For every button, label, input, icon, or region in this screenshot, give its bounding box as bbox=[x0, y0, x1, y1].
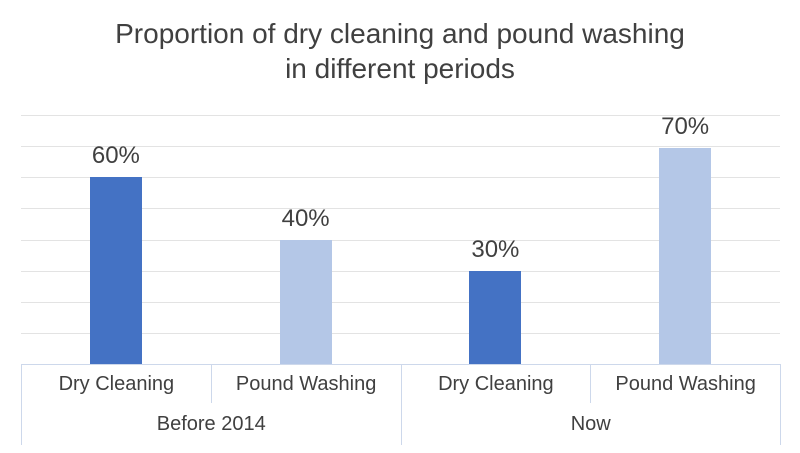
bar-dry-cleaning bbox=[89, 177, 142, 364]
category-row: Dry Cleaning Pound Washing bbox=[402, 365, 781, 403]
gridline-20 bbox=[21, 301, 780, 303]
axis-group-before-2014: Dry Cleaning Pound Washing Before 2014 bbox=[22, 365, 402, 445]
gridline-40 bbox=[21, 239, 780, 241]
category-label-dry-cleaning: Dry Cleaning bbox=[22, 365, 212, 403]
plot-area: 60% 40% 30% 70% bbox=[21, 115, 780, 364]
group-label-before-2014: Before 2014 bbox=[156, 412, 266, 435]
bar-slot-now-dry-cleaning: 30% bbox=[401, 115, 591, 364]
data-label: 70% bbox=[661, 113, 710, 140]
gridline-70 bbox=[21, 146, 780, 148]
data-label: 60% bbox=[91, 142, 140, 170]
bar-dry-cleaning bbox=[469, 270, 522, 364]
category-row: Dry Cleaning Pound Washing bbox=[22, 365, 401, 403]
chart-title: Proportion of dry cleaning and pound was… bbox=[115, 18, 685, 84]
bar-slot-before-2014-dry-cleaning: 60% bbox=[21, 115, 211, 364]
gridline-60 bbox=[21, 177, 780, 179]
axis-group-now: Dry Cleaning Pound Washing Now bbox=[402, 365, 781, 445]
bar-pound-washing bbox=[279, 239, 332, 364]
category-label-pound-washing: Pound Washing bbox=[615, 372, 756, 395]
gridline-50 bbox=[21, 208, 780, 210]
bar-slot-now-pound-washing: 70% bbox=[590, 115, 780, 364]
data-label: 40% bbox=[281, 204, 330, 232]
category-axis: Dry Cleaning Pound Washing Before 2014 Dry … bbox=[21, 364, 781, 445]
gridline-80 bbox=[21, 115, 780, 116]
category-label-dry-cleaning: Dry Cleaning bbox=[402, 365, 592, 403]
gridline-10 bbox=[21, 332, 780, 334]
bar-pound-washing bbox=[659, 148, 712, 364]
category-label-pound-washing: Pound Washing bbox=[235, 372, 377, 395]
bar-slot-before-2014-pound-washing: 40% bbox=[211, 115, 401, 364]
gridline-30 bbox=[21, 270, 780, 272]
group-label-now: Now bbox=[570, 412, 611, 435]
data-label: 30% bbox=[471, 235, 520, 263]
